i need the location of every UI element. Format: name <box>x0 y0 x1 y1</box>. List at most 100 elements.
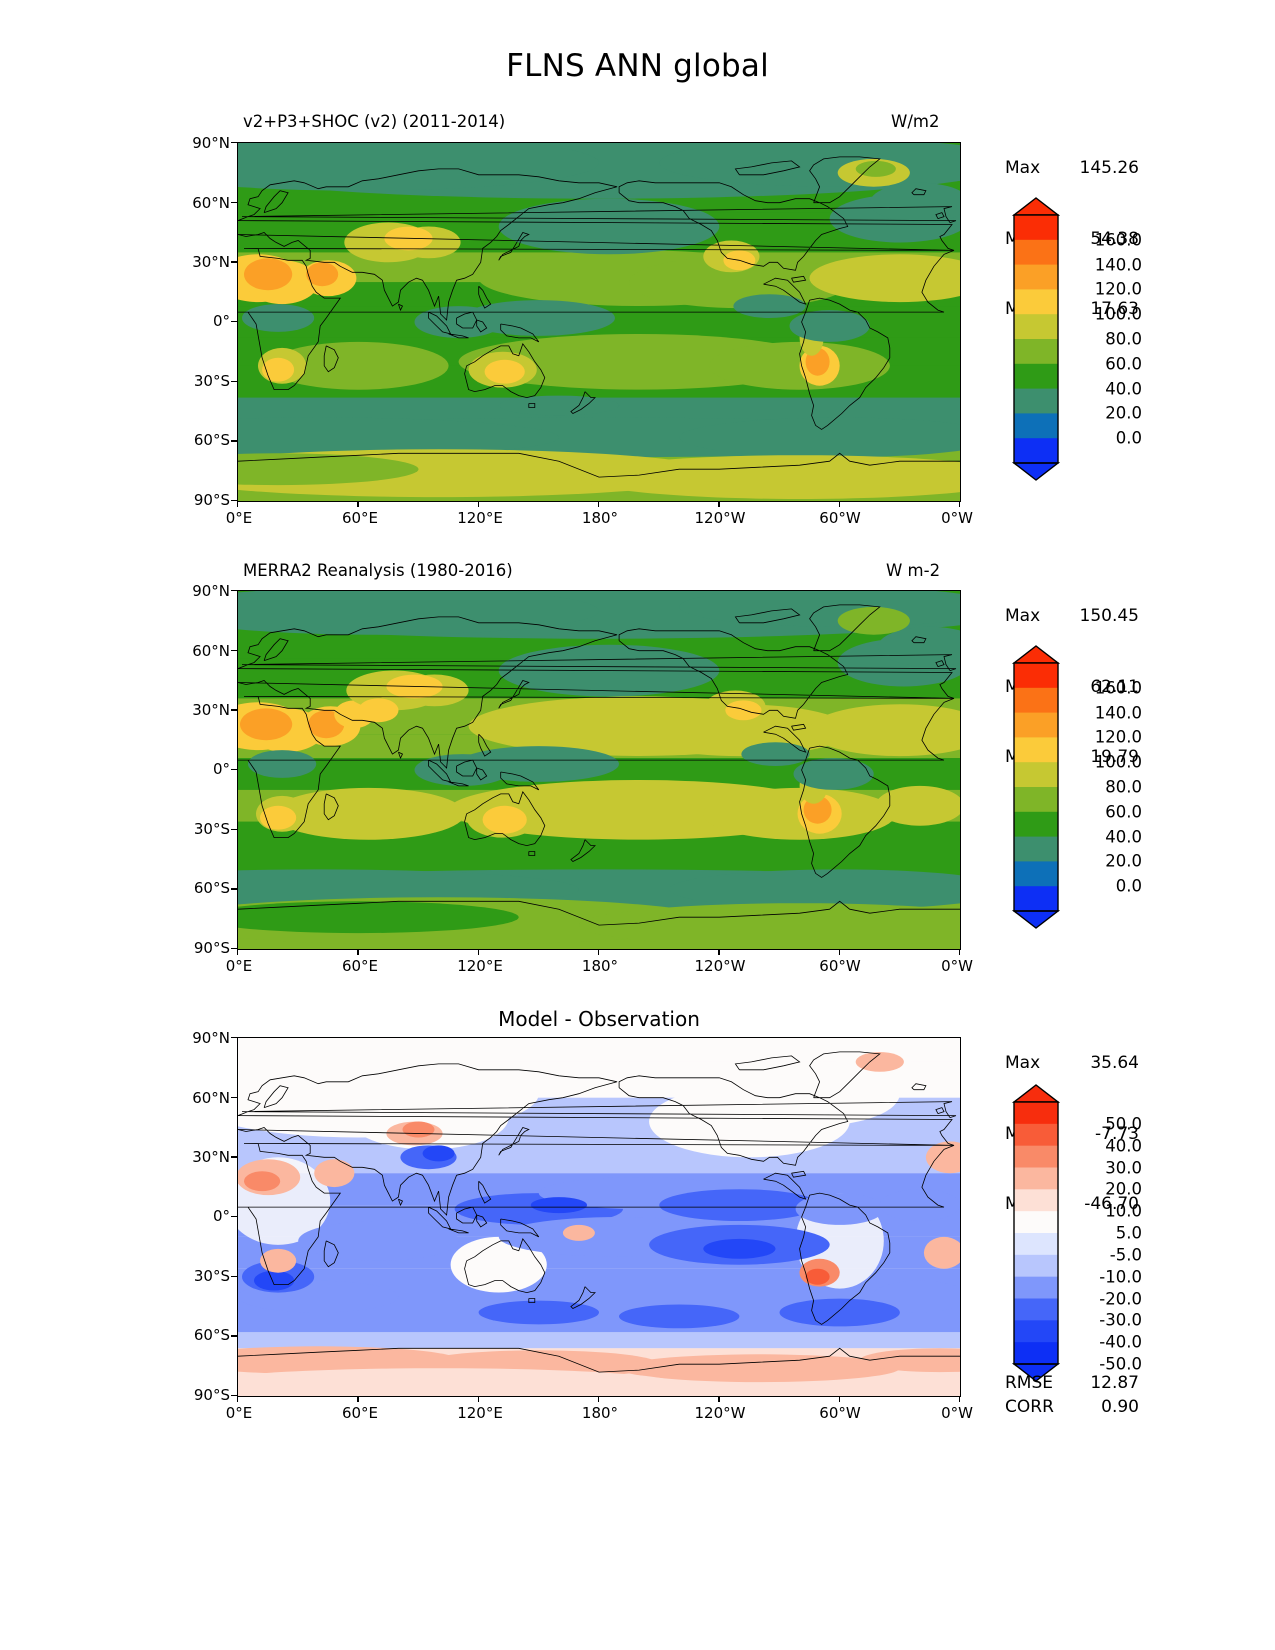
rmse-label: RMSE <box>1005 1373 1054 1393</box>
axis-tick <box>231 948 237 950</box>
ytick-label: 0° <box>212 1207 230 1225</box>
ytick-label: 0° <box>212 312 230 330</box>
xtick-label: 0°W <box>941 509 973 527</box>
colorbar-gradient <box>1011 1083 1061 1387</box>
colorbar-tick-label: 100.0 <box>1094 304 1142 324</box>
stat-label: Max <box>1005 606 1041 626</box>
axis-tick <box>477 1396 480 1402</box>
figure-title: FLNS ANN global <box>506 48 769 84</box>
axis-tick <box>598 949 600 955</box>
xtick-label: 0°W <box>941 1404 973 1422</box>
colorbar-tick-label: 40.0 <box>1105 379 1142 399</box>
axis-tick <box>231 142 237 144</box>
colorbar-tick-label: 100.0 <box>1094 752 1142 772</box>
axis-tick <box>231 769 237 771</box>
rmse-value: 12.87 <box>1090 1373 1139 1393</box>
axis-tick <box>231 649 237 652</box>
axis-tick <box>231 201 237 204</box>
xtick-label: 180° <box>581 957 619 975</box>
stat-value: 54.38 <box>1090 228 1139 249</box>
axis-tick <box>357 949 359 955</box>
stat-value: 35.64 <box>1090 1053 1139 1073</box>
stat-label: Max <box>1005 158 1041 178</box>
axis-tick <box>231 380 237 383</box>
colorbar-tick-label: -50.0 <box>1099 1354 1142 1374</box>
axis-tick <box>838 501 841 507</box>
xtick-label: 120°W <box>694 509 746 527</box>
xtick-label: 120°E <box>457 957 503 975</box>
colorbar-tick-label: 0.0 <box>1115 876 1142 896</box>
colorbar-tick-label: 30.0 <box>1105 1158 1142 1177</box>
axis-tick <box>477 501 480 507</box>
colorbar-tick-label: -20.0 <box>1099 1289 1142 1308</box>
colorbar-tick-label: 20.0 <box>1105 851 1142 871</box>
colorbar-tick-label: -5.0 <box>1109 1245 1142 1265</box>
colorbar-tick-label: 40.0 <box>1105 1136 1142 1156</box>
colorbar-tick-label: 10.0 <box>1105 1201 1142 1221</box>
colorbar-tick-label: 140.0 <box>1094 703 1142 723</box>
axis-tick <box>231 1216 237 1218</box>
axis-tick <box>231 1037 237 1039</box>
xtick-label: 60°E <box>341 1404 379 1422</box>
ytick-label: 60°S <box>193 431 230 449</box>
axis-tick <box>959 949 961 955</box>
axis-tick <box>598 501 600 507</box>
colorbar-gradient <box>1011 196 1061 486</box>
map-model <box>237 142 961 502</box>
xtick-label: 0°E <box>225 957 253 975</box>
xtick-label: 60°W <box>819 509 861 527</box>
xtick-label: 120°E <box>457 1404 503 1422</box>
axis-tick <box>237 949 239 955</box>
colorbar-tick-label: 0.0 <box>1115 428 1142 448</box>
ytick-label: 30°N <box>192 701 230 719</box>
stat-value: -46.70 <box>1084 1194 1139 1214</box>
axis-tick <box>231 828 237 831</box>
panel-model-units: W/m2 <box>891 112 940 131</box>
ytick-label: 90°N <box>192 582 230 600</box>
stat-value: 62.11 <box>1090 676 1139 697</box>
colorbar-tick-label: -10.0 <box>1099 1267 1142 1287</box>
panel-observation-units: W m-2 <box>886 561 941 580</box>
colorbar-tick-label: 120.0 <box>1094 279 1142 299</box>
corr-label: CORR <box>1005 1396 1054 1417</box>
axis-tick <box>718 1396 720 1402</box>
axis-tick <box>959 1396 961 1402</box>
axis-tick <box>357 1396 359 1402</box>
colorbar-gradient <box>1011 644 1061 934</box>
stat-value: 145.26 <box>1079 158 1139 178</box>
xtick-label: 120°W <box>694 957 746 975</box>
axis-tick <box>598 1396 600 1402</box>
ytick-label: 30°S <box>193 372 230 390</box>
axis-tick <box>718 501 720 507</box>
xtick-label: 120°W <box>694 1404 746 1422</box>
colorbar-tick-label: 50.0 <box>1105 1114 1142 1134</box>
ytick-label: 90°S <box>193 939 230 957</box>
map-observation <box>237 590 961 950</box>
axis-tick <box>231 590 237 592</box>
axis-tick <box>231 500 237 502</box>
axis-tick <box>237 501 239 507</box>
colorbar-tick-label: 60.0 <box>1105 354 1142 374</box>
colorbar-tick-label: 160.0 <box>1094 230 1142 250</box>
colorbar-tick-label: 40.0 <box>1105 827 1142 847</box>
colorbar-tick-label: 80.0 <box>1105 777 1142 797</box>
axis-tick <box>477 949 480 955</box>
stat-value: 150.45 <box>1079 606 1139 626</box>
axis-tick <box>231 440 237 442</box>
axis-tick <box>838 1396 841 1402</box>
xtick-label: 180° <box>581 1404 619 1422</box>
colorbar-tick-label: 120.0 <box>1094 727 1142 747</box>
axis-tick <box>718 949 720 955</box>
colorbar-tick-label: 160.0 <box>1094 678 1142 698</box>
xtick-label: 0°E <box>225 509 253 527</box>
panel-difference-title: Model - Observation <box>498 1007 700 1031</box>
axis-tick <box>959 501 961 507</box>
axis-tick <box>237 1396 239 1402</box>
colorbar-tick-label: 60.0 <box>1105 802 1142 822</box>
colorbar-tick-label: -40.0 <box>1099 1332 1142 1352</box>
xtick-label: 60°W <box>819 957 861 975</box>
map-difference <box>237 1037 961 1397</box>
axis-tick <box>231 709 237 711</box>
ytick-label: 90°S <box>193 1386 230 1404</box>
